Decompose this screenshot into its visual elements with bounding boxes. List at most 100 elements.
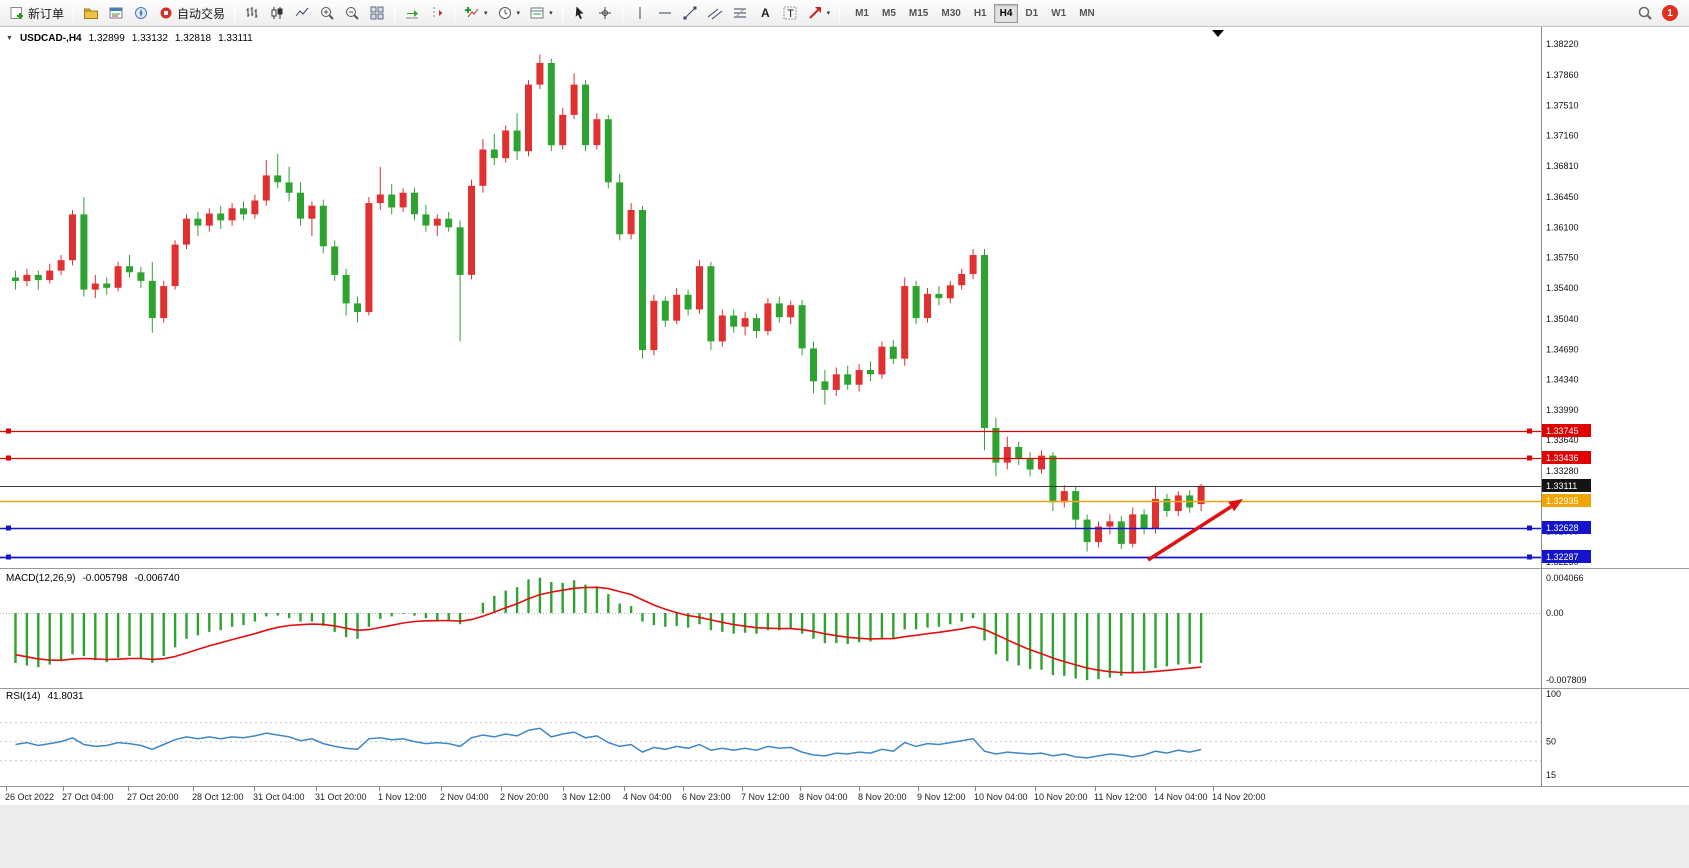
dropdown-caret-icon: ▾ bbox=[826, 10, 831, 17]
zoom-out-icon bbox=[344, 5, 360, 21]
chart-collapse-icon[interactable]: ▼ bbox=[6, 35, 13, 42]
svg-text:50: 50 bbox=[1546, 737, 1556, 747]
candlestick-chart-button[interactable] bbox=[265, 2, 289, 24]
svg-text:1.32935: 1.32935 bbox=[1546, 496, 1579, 506]
trendline-tool-button[interactable] bbox=[678, 2, 702, 24]
chart-shift-button[interactable] bbox=[425, 2, 449, 24]
chart-shift-marker[interactable] bbox=[1212, 30, 1224, 37]
tile-windows-icon bbox=[369, 5, 385, 21]
dropdown-caret-icon: ▾ bbox=[516, 10, 521, 17]
clock-icon bbox=[497, 5, 513, 21]
horizontal-line-object[interactable] bbox=[0, 554, 1541, 560]
zoom-in-button[interactable] bbox=[315, 2, 339, 24]
horizontal-line-object[interactable] bbox=[0, 525, 1541, 531]
timeframe-button-mn[interactable]: MN bbox=[1073, 4, 1101, 23]
price-badge: 1.32287 bbox=[1542, 550, 1591, 563]
svg-text:1.38220: 1.38220 bbox=[1546, 39, 1579, 49]
svg-text:1.34340: 1.34340 bbox=[1546, 375, 1579, 385]
rsi-indicator-label: RSI(14) 41.8031 bbox=[6, 691, 84, 702]
navigator-button[interactable] bbox=[129, 2, 153, 24]
horizontal-line-object[interactable] bbox=[0, 428, 1541, 434]
fibonacci-tool-button[interactable] bbox=[728, 2, 752, 24]
toolbar-divider bbox=[839, 4, 841, 22]
svg-text:27 Oct 04:00: 27 Oct 04:00 bbox=[62, 792, 114, 802]
shapes-arrows-button[interactable]: ▾ bbox=[803, 2, 835, 24]
bottom-strip bbox=[0, 805, 1689, 868]
text-label-tool-button[interactable]: T bbox=[778, 2, 802, 24]
new-order-icon bbox=[9, 5, 25, 21]
navigator-icon bbox=[133, 5, 149, 21]
svg-text:8 Nov 20:00: 8 Nov 20:00 bbox=[858, 792, 907, 802]
svg-text:1.33280: 1.33280 bbox=[1546, 466, 1579, 476]
bar-chart-button[interactable] bbox=[240, 2, 264, 24]
tile-windows-button[interactable] bbox=[365, 2, 389, 24]
macd-name: MACD(12,26,9) bbox=[6, 573, 76, 584]
time-axis[interactable]: 26 Oct 2022 27 Oct 04:00 27 Oct 20:00 28 Oc… bbox=[5, 786, 1266, 802]
chart-shift-icon bbox=[429, 5, 445, 21]
cursor-button[interactable] bbox=[568, 2, 592, 24]
auto-scroll-button[interactable] bbox=[400, 2, 424, 24]
svg-text:2 Nov 04:00: 2 Nov 04:00 bbox=[440, 792, 489, 802]
timeframe-button-h4[interactable]: H4 bbox=[993, 3, 1019, 23]
toolbar-divider bbox=[561, 4, 563, 22]
svg-text:-0.007809: -0.007809 bbox=[1546, 675, 1587, 685]
indicators-button[interactable]: ▾ bbox=[460, 2, 492, 24]
timeframe-button-h1[interactable]: H1 bbox=[968, 4, 993, 23]
svg-text:31 Oct 20:00: 31 Oct 20:00 bbox=[315, 792, 367, 802]
cursor-icon bbox=[572, 5, 588, 21]
crosshair-button[interactable] bbox=[593, 2, 617, 24]
periods-button[interactable]: ▾ bbox=[493, 2, 525, 24]
new-order-button[interactable]: 新订单 bbox=[5, 2, 68, 24]
timeframe-button-m1[interactable]: M1 bbox=[849, 4, 875, 23]
candlesticks bbox=[12, 54, 1205, 552]
timeframe-button-m30[interactable]: M30 bbox=[935, 4, 966, 23]
svg-text:1.32628: 1.32628 bbox=[1546, 523, 1579, 533]
text-tool-button[interactable]: A bbox=[753, 2, 777, 24]
toolbar-divider bbox=[621, 4, 623, 22]
svg-text:10 Nov 04:00: 10 Nov 04:00 bbox=[974, 792, 1028, 802]
chart-high-value: 1.33132 bbox=[131, 33, 168, 44]
channel-tool-button[interactable] bbox=[703, 2, 727, 24]
text-label-icon: T bbox=[782, 5, 798, 21]
auto-scroll-icon bbox=[404, 5, 420, 21]
timeframe-button-m15[interactable]: M15 bbox=[903, 4, 934, 23]
timeframe-button-m5[interactable]: M5 bbox=[876, 4, 902, 23]
svg-text:2 Nov 20:00: 2 Nov 20:00 bbox=[500, 792, 549, 802]
timeframe-button-d1[interactable]: D1 bbox=[1019, 4, 1044, 23]
svg-text:1.34690: 1.34690 bbox=[1546, 344, 1579, 354]
market-watch-icon bbox=[108, 5, 124, 21]
svg-text:6 Nov 23:00: 6 Nov 23:00 bbox=[682, 792, 731, 802]
svg-text:11 Nov 12:00: 11 Nov 12:00 bbox=[1094, 792, 1147, 802]
vertical-line-tool-button[interactable] bbox=[628, 2, 652, 24]
macd-indicator-label: MACD(12,26,9) -0.005798 -0.006740 bbox=[6, 573, 180, 584]
horizontal-line-object[interactable] bbox=[0, 455, 1541, 461]
chart-area[interactable]: 1.38220 1.37860 1.37510 1.37160 1.36810 1.364… bbox=[0, 27, 1689, 868]
trend-arrow-object[interactable] bbox=[1147, 499, 1243, 562]
svg-text:10 Nov 20:00: 10 Nov 20:00 bbox=[1034, 792, 1088, 802]
search-button[interactable] bbox=[1633, 2, 1657, 24]
market-watch-button[interactable] bbox=[104, 2, 128, 24]
new-order-label: 新订单 bbox=[28, 6, 65, 21]
timeframe-button-w1[interactable]: W1 bbox=[1045, 4, 1072, 23]
dropdown-caret-icon: ▾ bbox=[549, 10, 553, 17]
svg-text:28 Oct 12:00: 28 Oct 12:00 bbox=[192, 792, 244, 802]
trendline-icon bbox=[682, 5, 698, 21]
zoom-in-icon bbox=[319, 5, 335, 21]
svg-text:9 Nov 12:00: 9 Nov 12:00 bbox=[917, 792, 966, 802]
chart-window: 1.38220 1.37860 1.37510 1.37160 1.36810 1.364… bbox=[0, 27, 1689, 868]
svg-text:14 Nov 04:00: 14 Nov 04:00 bbox=[1154, 792, 1208, 802]
templates-button[interactable]: ▾ bbox=[525, 2, 557, 24]
svg-text:A: A bbox=[761, 6, 770, 20]
price-badge: 1.32935 bbox=[1542, 494, 1591, 507]
horizontal-line-tool-button[interactable] bbox=[653, 2, 677, 24]
svg-text:14 Nov 20:00: 14 Nov 20:00 bbox=[1212, 792, 1266, 802]
svg-text:3 Nov 12:00: 3 Nov 12:00 bbox=[562, 792, 611, 802]
line-chart-button[interactable] bbox=[290, 2, 314, 24]
notification-badge[interactable]: 1 bbox=[1662, 5, 1678, 21]
zoom-out-button[interactable] bbox=[340, 2, 364, 24]
autotrading-button[interactable]: 自动交易 bbox=[154, 2, 229, 24]
rsi-indicator bbox=[15, 727, 1202, 759]
profiles-button[interactable] bbox=[79, 2, 103, 24]
macd-main-value: -0.005798 bbox=[82, 573, 128, 584]
svg-text:1.35400: 1.35400 bbox=[1546, 283, 1579, 293]
